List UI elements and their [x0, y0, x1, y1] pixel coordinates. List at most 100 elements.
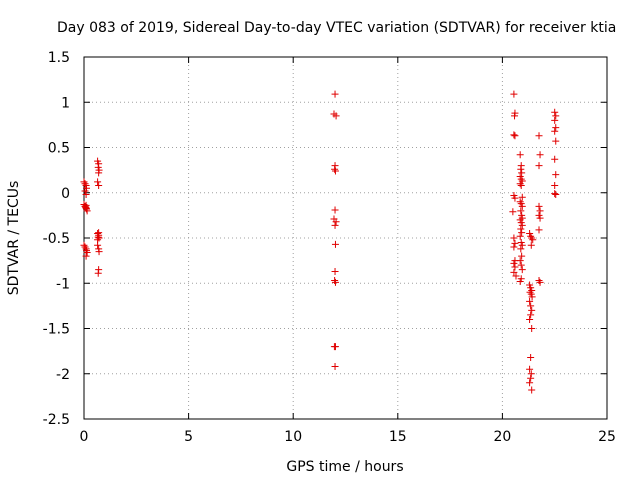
- y-axis-label: SDTVAR / TECUs: [6, 181, 22, 296]
- data-point: [528, 293, 536, 301]
- data-point: [517, 225, 525, 233]
- data-point: [552, 171, 560, 179]
- data-point: [527, 374, 535, 382]
- data-point: [526, 365, 534, 373]
- data-point: [526, 297, 534, 305]
- data-point: [331, 206, 339, 214]
- data-point: [536, 151, 544, 159]
- data-point: [511, 239, 519, 247]
- data-point: [510, 90, 518, 98]
- y-tick-label: -2.5: [43, 412, 70, 428]
- data-point: [518, 202, 526, 210]
- data-point: [551, 116, 559, 124]
- data-point: [83, 248, 91, 256]
- data-point: [551, 108, 559, 116]
- y-tick-label: 1: [61, 95, 70, 111]
- data-point: [81, 243, 89, 251]
- data-point: [83, 207, 91, 215]
- data-point: [331, 165, 339, 173]
- data-point: [331, 167, 339, 175]
- data-point: [551, 190, 559, 198]
- data-point: [535, 226, 543, 234]
- data-point: [94, 269, 102, 277]
- data-point: [526, 288, 534, 296]
- y-tick-label: 0.5: [48, 141, 70, 157]
- x-tick-label: 25: [598, 429, 616, 445]
- data-point: [517, 175, 525, 183]
- data-point: [535, 277, 543, 285]
- data-point: [552, 191, 560, 199]
- data-points: [80, 90, 560, 394]
- data-point: [516, 232, 524, 240]
- data-point: [516, 277, 524, 285]
- data-point: [331, 240, 339, 248]
- y-tick-label: -1: [56, 276, 70, 292]
- data-point: [518, 252, 526, 260]
- data-point: [331, 363, 339, 371]
- data-point: [95, 229, 103, 237]
- data-point: [527, 302, 535, 310]
- data-point: [526, 379, 534, 387]
- data-point: [516, 257, 524, 265]
- data-point: [511, 263, 519, 271]
- data-point: [95, 169, 103, 177]
- data-point: [535, 162, 543, 170]
- data-point: [517, 182, 525, 190]
- data-point: [528, 386, 536, 394]
- data-point: [80, 241, 88, 249]
- data-point: [94, 241, 102, 249]
- data-point: [536, 214, 544, 222]
- data-point: [331, 267, 339, 275]
- data-point: [516, 198, 524, 206]
- data-point: [332, 112, 340, 120]
- data-point: [331, 278, 339, 286]
- data-point: [518, 266, 526, 274]
- data-point: [81, 180, 89, 188]
- data-point: [94, 229, 102, 237]
- data-point: [527, 241, 535, 249]
- y-tick-label: 1.5: [48, 50, 70, 66]
- data-point: [510, 234, 518, 242]
- data-point: [517, 245, 525, 253]
- data-point: [527, 311, 535, 319]
- data-point: [535, 132, 543, 140]
- data-point: [529, 236, 537, 244]
- data-point: [511, 194, 519, 202]
- data-point: [536, 207, 544, 215]
- x-tick-label: 10: [284, 429, 302, 445]
- data-point: [551, 182, 559, 190]
- data-point: [551, 155, 559, 163]
- y-tick-label: -1.5: [43, 322, 70, 338]
- data-point: [518, 169, 526, 177]
- y-tick-label: -2: [56, 367, 70, 383]
- data-point: [517, 165, 525, 173]
- x-tick-label: 15: [389, 429, 407, 445]
- data-point: [516, 180, 524, 188]
- axis-tick-labels: 0 5 10 15 20 25 -2.5 -2 -1.5 -1 -0.5 0 0.5 1 1.5: [43, 50, 616, 445]
- data-point: [517, 207, 525, 215]
- data-point: [528, 306, 536, 314]
- data-point: [511, 112, 519, 120]
- data-point: [552, 124, 560, 132]
- data-point: [331, 343, 339, 351]
- data-point: [512, 272, 520, 280]
- y-tick-label: 0: [61, 186, 70, 202]
- data-point: [518, 229, 526, 237]
- x-tick-label: 5: [184, 429, 193, 445]
- data-point: [82, 252, 90, 260]
- data-point: [517, 261, 525, 269]
- data-point: [81, 187, 89, 195]
- data-point: [526, 315, 534, 323]
- data-point: [528, 325, 536, 332]
- chart-title: Day 083 of 2019, Sidereal Day-to-day VTE…: [57, 20, 616, 36]
- data-point: [516, 151, 524, 159]
- data-point: [511, 132, 519, 140]
- data-point: [527, 353, 535, 361]
- data-point: [332, 218, 340, 226]
- data-point: [510, 268, 518, 276]
- data-point: [510, 243, 518, 251]
- data-point: [95, 248, 103, 256]
- data-point: [509, 208, 517, 216]
- data-point: [527, 232, 535, 240]
